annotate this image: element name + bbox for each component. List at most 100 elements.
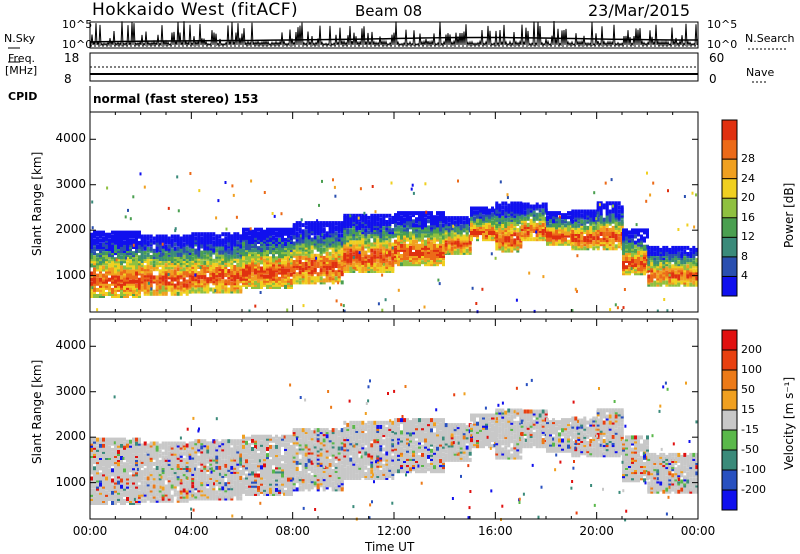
heat-cell <box>155 234 159 239</box>
heat-cell <box>325 233 329 238</box>
heat-cell <box>123 480 126 485</box>
heat-cell <box>149 242 153 247</box>
heat-cell <box>653 264 657 269</box>
heat-cell <box>516 215 520 220</box>
heat-cell <box>123 499 126 503</box>
heat-cell <box>510 224 514 228</box>
heat-cell <box>99 466 102 471</box>
heat-cell <box>212 265 216 269</box>
heat-cell <box>415 233 418 238</box>
heat-cell <box>146 246 150 251</box>
heat-cell <box>653 260 657 265</box>
heat-cell <box>617 213 621 218</box>
heat-cell <box>251 272 254 277</box>
heat-cell <box>433 223 436 228</box>
heat-cell <box>313 278 317 283</box>
heat-cell <box>105 439 108 444</box>
heat-cell <box>622 269 625 274</box>
heat-cell <box>447 244 451 249</box>
heat-cell <box>209 244 213 249</box>
speckle <box>381 273 384 277</box>
heat-cell <box>346 213 350 218</box>
heat-cell <box>191 256 195 261</box>
heat-cell <box>444 238 448 243</box>
heat-cell <box>643 244 646 249</box>
heat-cell <box>574 209 578 214</box>
heat-cell <box>513 211 517 216</box>
heat-cell <box>409 223 412 228</box>
heat-cell <box>352 240 356 245</box>
heat-cell <box>421 237 424 242</box>
heat-cell <box>668 264 672 269</box>
heat-cell <box>358 222 362 226</box>
heat-cell <box>224 232 228 237</box>
heat-cell <box>194 252 198 257</box>
heat-cell <box>117 462 120 467</box>
speckle <box>683 267 686 271</box>
heat-cell <box>334 276 338 281</box>
heat-cell <box>586 209 590 214</box>
heat-cell <box>507 203 511 208</box>
heat-cell <box>203 248 207 253</box>
heat-cell <box>218 242 222 247</box>
heat-cell <box>442 215 445 220</box>
heat-cell <box>266 240 269 244</box>
heat-cell <box>251 231 254 236</box>
heat-cell <box>358 260 362 265</box>
heat-cell <box>123 232 126 237</box>
heat-cell <box>430 256 433 261</box>
speckle <box>91 286 94 290</box>
heat-cell <box>541 235 545 240</box>
heat-cell <box>167 238 171 243</box>
heat-cell <box>114 443 117 448</box>
heat-cell <box>146 277 150 282</box>
heat-cell <box>206 238 210 243</box>
heat-cell <box>677 276 681 281</box>
heat-cell <box>513 215 517 220</box>
heat-cell <box>625 255 628 259</box>
heat-cell <box>298 266 302 271</box>
heat-cell <box>592 221 596 226</box>
heat-cell <box>161 291 165 296</box>
heat-cell <box>406 215 409 220</box>
heat-cell <box>149 269 153 274</box>
heat-cell <box>586 238 590 243</box>
heat-cell <box>602 217 606 222</box>
heat-cell <box>589 240 593 245</box>
heat-cell <box>683 282 687 287</box>
heat-cell <box>689 260 693 265</box>
heat-cell <box>322 229 326 234</box>
heat-cell <box>608 209 612 214</box>
heat-cell <box>275 256 278 261</box>
heat-cell <box>90 439 93 444</box>
heat-cell <box>93 474 96 479</box>
heat-cell <box>281 278 284 283</box>
heat-cell <box>170 283 174 288</box>
heat-cell <box>224 256 228 261</box>
heat-cell <box>117 245 120 249</box>
heat-cell <box>546 233 549 238</box>
heat-cell <box>215 262 219 267</box>
heat-cell <box>307 255 311 260</box>
heat-cell <box>263 229 266 234</box>
heat-cell <box>102 492 105 497</box>
heat-cell <box>442 260 445 265</box>
heat-cell <box>343 220 347 224</box>
heat-cell <box>176 283 180 288</box>
heat-cell <box>191 271 195 276</box>
heat-cell <box>251 250 254 255</box>
heat-cell <box>290 231 293 236</box>
heat-cell <box>304 255 308 260</box>
speckle <box>224 181 227 184</box>
heat-cell <box>328 225 332 230</box>
heat-cell <box>90 492 93 497</box>
heat-cell <box>173 277 177 282</box>
heat-cell <box>129 439 132 444</box>
heat-cell <box>367 265 371 269</box>
heat-cell <box>278 258 281 263</box>
heat-cell <box>221 232 225 237</box>
heat-cell <box>149 238 153 243</box>
heat-cell <box>188 269 192 274</box>
heat-cell <box>424 227 427 232</box>
heat-cell <box>637 250 640 255</box>
